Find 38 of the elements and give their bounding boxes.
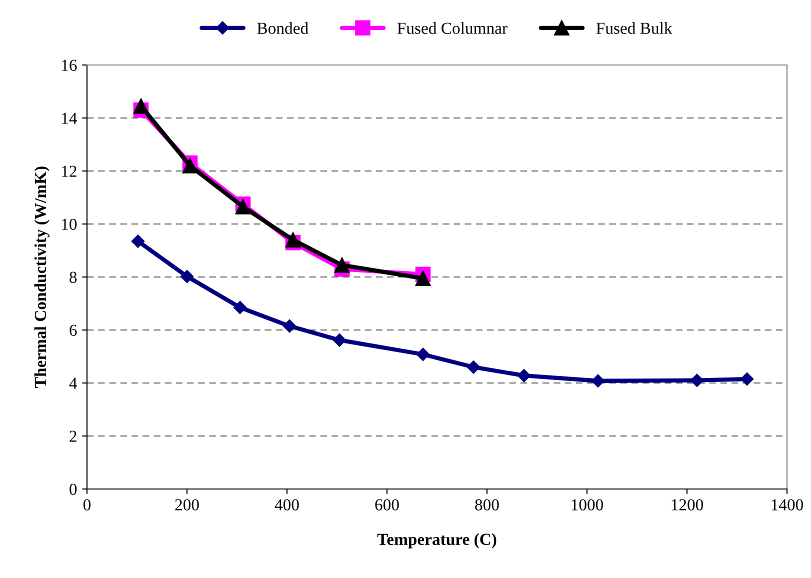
point [415,270,431,286]
y-tick-label: 0 [70,484,77,495]
x-axis-title: Temperature (C) [377,533,496,548]
point [182,158,198,174]
point [740,372,754,386]
x-tick-label: 200 [175,499,199,510]
point [690,374,704,387]
point [131,234,145,248]
y-tick-label: 4 [69,378,78,389]
x-tick-label: 1400 [772,499,804,510]
x-tick-label: 600 [375,499,399,510]
y-tick-label: 10 [62,218,77,230]
y-tick-label: 16 [62,60,77,71]
y-tick-label: 12 [62,166,76,177]
legend-label: Bonded [257,22,308,34]
y-tick-label: 8 [70,272,77,283]
point [416,348,430,361]
x-tick-label: 1000 [572,499,604,510]
legend-label: Fused Bulk [596,22,672,34]
point [332,333,346,347]
x-tick-label: 1200 [672,499,704,510]
y-tick-label: 2 [70,430,76,442]
point [235,199,251,214]
y-axis-title: Thermal Conductivity (W/mK) [34,166,50,388]
point [591,374,605,388]
y-tick-label: 6 [70,324,77,336]
x-tick-label: 400 [274,499,299,510]
point [517,368,531,382]
y-tick-label: 14 [62,112,78,124]
point [180,270,194,284]
point [466,360,480,374]
point [282,319,296,333]
point [334,257,350,273]
x-tick-label: 800 [475,499,499,510]
point [233,300,247,314]
legend-label: Fused Columnar [397,22,508,34]
point [133,98,149,114]
x-tick-label: 0 [83,499,91,510]
